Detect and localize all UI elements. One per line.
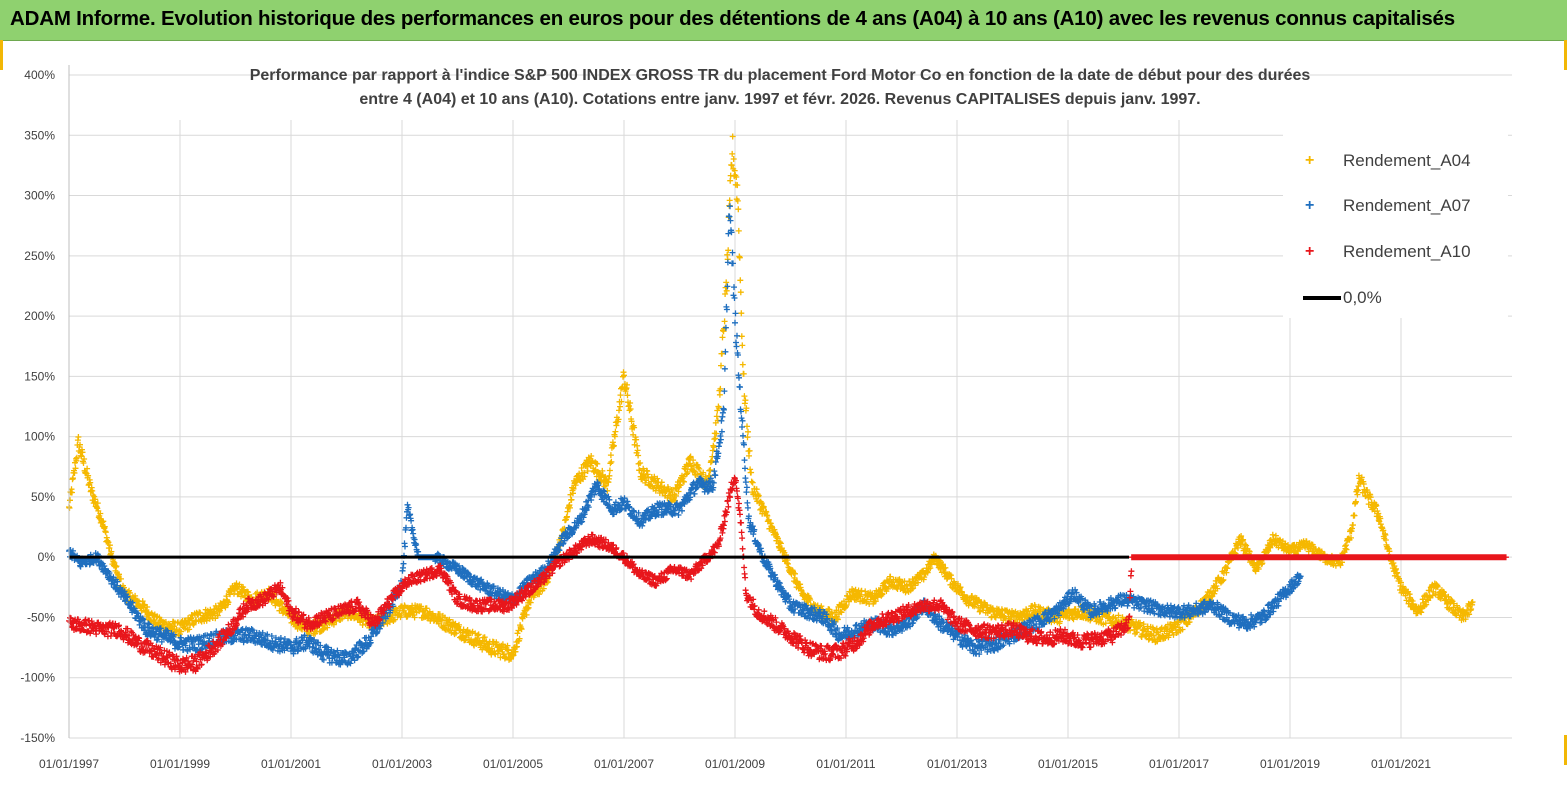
y-tick-label: 200%	[24, 309, 55, 323]
axis-layer: 400% 350% 300% 250% 200% 150% 100% 50% 0% -50% -10…	[20, 65, 1431, 771]
series-layer	[66, 133, 1509, 675]
chart-legend: + Rendement_A04 + Rendement_A07 + Rendem…	[1283, 120, 1508, 318]
x-tick-label: 01/01/2013	[927, 757, 987, 771]
frame-corner-right	[1564, 40, 1567, 70]
x-tick-label: 01/01/2001	[261, 757, 321, 771]
grid-layer	[68, 74, 1512, 739]
y-tick-label: 0%	[38, 550, 56, 564]
chart-title-line1: Performance par rapport à l'indice S&P 5…	[249, 67, 1311, 84]
y-tick-label: 50%	[31, 490, 55, 504]
legend-marker-a10: +	[1305, 243, 1315, 260]
x-tick-label: 01/01/2015	[1038, 757, 1098, 771]
report-title: ADAM Informe. Evolution historique des p…	[10, 7, 1455, 30]
legend-label-zero: 0,0%	[1343, 288, 1382, 307]
legend-marker-a07: +	[1305, 197, 1315, 214]
legend-item-a07: + Rendement_A07	[1283, 191, 1508, 221]
chart-title-line2: entre 4 (A04) et 10 ans (A10). Cotations…	[359, 91, 1201, 108]
x-tick-label: 01/01/2009	[705, 757, 765, 771]
x-tick-label: 01/01/2021	[1371, 757, 1431, 771]
y-tick-label: 300%	[24, 189, 55, 203]
y-tick-label: 100%	[24, 430, 55, 444]
report-banner: ADAM Informe. Evolution historique des p…	[0, 0, 1567, 41]
x-tick-label: 01/01/2017	[1149, 757, 1209, 771]
chart-title: Performance par rapport à l'indice S&P 5…	[160, 64, 1400, 112]
x-tick-label: 01/01/2005	[483, 757, 543, 771]
x-tick-label: 01/01/1997	[39, 757, 99, 771]
y-tick-label: 350%	[24, 128, 55, 142]
y-tick-label: -150%	[20, 731, 55, 745]
y-tick-label: -100%	[20, 671, 55, 685]
legend-label-a07: Rendement_A07	[1343, 196, 1471, 215]
frame-corner-left	[0, 40, 3, 70]
legend-line-zero	[1303, 296, 1341, 300]
legend-label-a04: Rendement_A04	[1343, 151, 1471, 170]
y-tick-label: 250%	[24, 249, 55, 263]
legend-item-a10: + Rendement_A10	[1283, 237, 1508, 267]
x-tick-label: 01/01/2019	[1260, 757, 1320, 771]
legend-item-a04: + Rendement_A04	[1283, 146, 1508, 176]
legend-label-a10: Rendement_A10	[1343, 242, 1471, 261]
x-tick-label: 01/01/1999	[150, 757, 210, 771]
y-tick-label: -50%	[27, 610, 55, 624]
legend-marker-a04: +	[1305, 152, 1315, 169]
y-tick-label: 150%	[24, 369, 55, 383]
frame-corner-right-bottom	[1564, 735, 1567, 765]
x-tick-label: 01/01/2003	[372, 757, 432, 771]
legend-item-zero: 0,0%	[1283, 283, 1508, 313]
x-tick-label: 01/01/2007	[594, 757, 654, 771]
x-tick-label: 01/01/2011	[816, 757, 875, 771]
y-tick-label: 400%	[24, 68, 55, 82]
